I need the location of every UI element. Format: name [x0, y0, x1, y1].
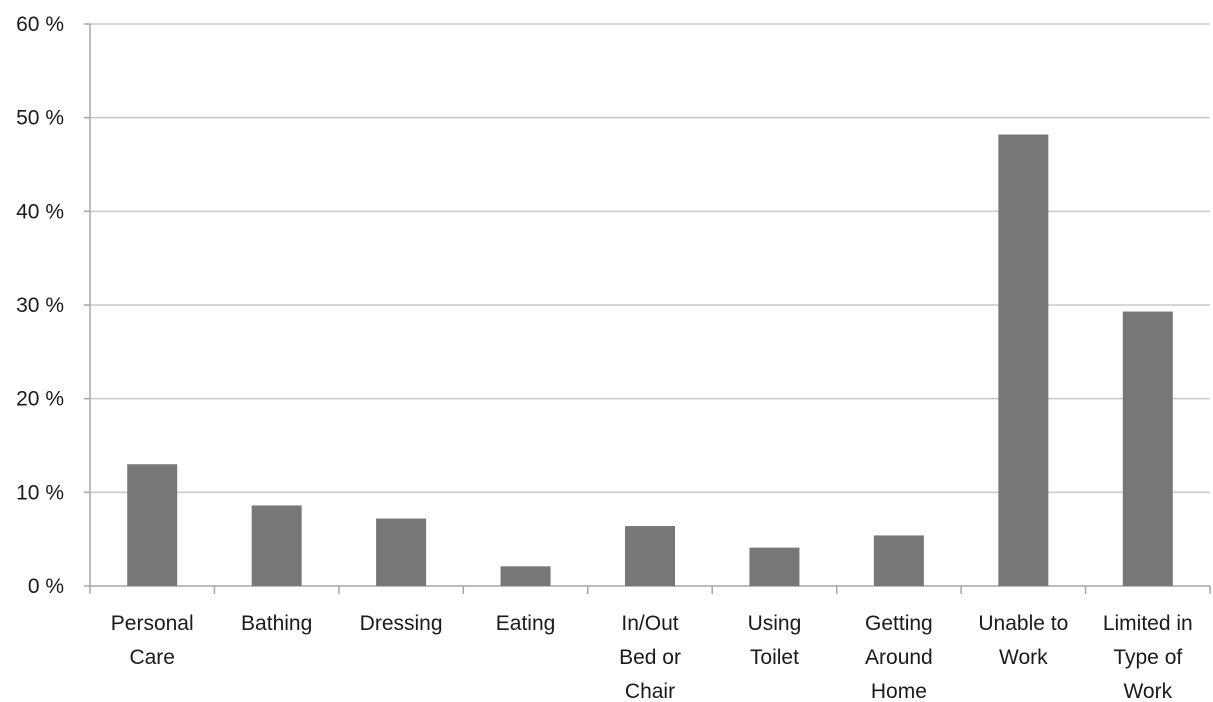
bar: [625, 526, 675, 586]
x-category-label: Limited in Type of Work: [1103, 612, 1193, 702]
bar: [127, 464, 178, 586]
x-category-label: Bathing: [241, 612, 312, 635]
y-tick-label: 20 %: [16, 388, 64, 411]
y-tick-labels: 0 % 10 % 20 % 30 % 40 % 50 % 60 %: [16, 13, 64, 598]
y-tick-label: 60 %: [16, 13, 64, 36]
x-category-label-line: Getting: [865, 612, 933, 635]
x-category-label-line: Around: [865, 646, 933, 669]
x-category-label-line: Unable to: [978, 612, 1068, 635]
x-category-label: Dressing: [360, 612, 443, 635]
x-category-labels: Personal Care Bathing Dressing Eating In/Out B…: [111, 612, 1193, 702]
bar: [251, 505, 302, 586]
x-category-label: Personal Care: [111, 612, 194, 669]
y-tick-label: 50 %: [16, 107, 64, 130]
x-category-label: Getting Around Home: [865, 612, 933, 702]
bars: [127, 134, 1173, 586]
x-category-label-line: In/Out: [621, 612, 678, 635]
bar: [1122, 311, 1173, 586]
y-tick-label: 10 %: [16, 481, 64, 504]
x-category-label-line: Work: [999, 646, 1048, 669]
x-category-label-line: Using: [748, 612, 802, 635]
x-category-label-line: Care: [129, 646, 175, 669]
x-category-label-line: Eating: [496, 612, 556, 635]
bar: [749, 547, 800, 586]
x-category-label-line: Home: [871, 680, 927, 702]
bar: [873, 535, 924, 586]
x-category-label-line: Toilet: [750, 646, 799, 669]
y-tick-label: 0 %: [28, 575, 64, 598]
x-category-label-line: Limited in: [1103, 612, 1193, 635]
x-category-label: Unable to Work: [978, 612, 1068, 669]
x-category-label-line: Type of: [1113, 646, 1182, 669]
x-category-label-line: Bathing: [241, 612, 312, 635]
bar: [998, 134, 1049, 586]
x-category-label-line: Chair: [625, 680, 675, 702]
bar: [500, 566, 551, 586]
y-tick-label: 30 %: [16, 294, 64, 317]
x-category-label-line: Personal: [111, 612, 194, 635]
x-category-label: Eating: [496, 612, 556, 635]
x-category-label: Using Toilet: [748, 612, 802, 669]
bar: [376, 518, 427, 586]
x-category-label-line: Bed or: [619, 646, 681, 669]
y-tick-label: 40 %: [16, 200, 64, 223]
x-category-label: In/Out Bed or Chair: [619, 612, 681, 702]
x-category-label-line: Work: [1123, 680, 1172, 702]
x-category-label-line: Dressing: [360, 612, 443, 635]
